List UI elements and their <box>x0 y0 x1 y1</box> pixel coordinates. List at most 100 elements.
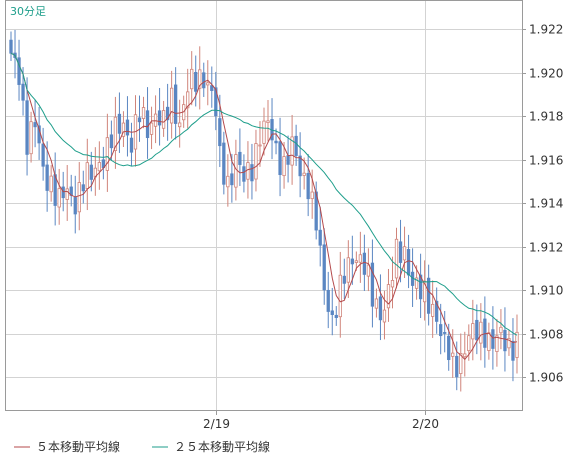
candle-body <box>250 164 254 182</box>
candle-body <box>109 134 114 149</box>
x-tick-label: 2/19 <box>203 417 230 431</box>
candle-body <box>479 321 483 344</box>
candle-body <box>141 107 146 119</box>
candle-body <box>322 244 326 291</box>
candle-body <box>290 136 294 166</box>
candle-body <box>487 332 491 351</box>
candle-body <box>161 110 166 129</box>
candle-body <box>350 258 354 265</box>
candle-body <box>210 85 214 91</box>
y-tick-label: 1.912 <box>529 241 563 255</box>
candle-body <box>382 309 387 323</box>
candle-body <box>230 173 234 186</box>
candle-body <box>57 188 61 208</box>
grid <box>6 1 522 410</box>
candle-body <box>499 326 503 334</box>
candle-body <box>165 106 170 121</box>
candle-body <box>254 143 258 180</box>
candle-body <box>121 122 126 137</box>
candle-body <box>294 135 298 156</box>
candle-body <box>81 184 85 192</box>
candle-body <box>366 264 371 277</box>
candle-body <box>451 352 455 357</box>
candle-body <box>286 155 290 165</box>
candle-body <box>65 188 69 200</box>
candle-body <box>222 142 226 185</box>
candle-body <box>503 329 507 352</box>
candle-body <box>463 353 467 358</box>
candle-body <box>77 182 81 213</box>
candle-body <box>194 72 198 92</box>
candle-body <box>439 324 443 337</box>
y-tick-label: 1.906 <box>529 371 563 385</box>
timeframe-label: 30分足 <box>10 5 46 18</box>
candle-body <box>226 175 230 188</box>
moving-average-lines <box>10 52 518 361</box>
candle-body <box>394 238 399 279</box>
candle-body <box>402 246 407 261</box>
candle-body <box>214 87 218 117</box>
candle-body <box>274 140 278 144</box>
candle-body <box>418 274 423 300</box>
candle-body <box>326 289 330 312</box>
y-tick-label: 1.916 <box>529 154 563 168</box>
candle-body <box>242 166 246 182</box>
legend-area <box>0 430 574 462</box>
candle-body <box>73 197 77 215</box>
candle-body <box>202 72 206 89</box>
candle-body <box>169 87 174 124</box>
candle-body <box>475 319 479 341</box>
candle-body <box>117 113 122 134</box>
candle-body <box>386 284 391 309</box>
candle-body <box>178 122 182 128</box>
candle-body <box>85 162 89 189</box>
ma5-line <box>10 52 518 361</box>
candle-body <box>302 172 306 176</box>
candle-body <box>426 277 431 314</box>
candle-body <box>422 280 427 303</box>
x-tick-label: 2/20 <box>412 417 439 431</box>
y-tick-label: 1.918 <box>529 110 563 124</box>
y-tick-label: 1.914 <box>529 197 563 211</box>
candle-body <box>238 151 242 165</box>
candle-body <box>45 164 49 191</box>
candle-body <box>447 335 451 361</box>
candle-body <box>153 113 158 127</box>
candle-body <box>370 262 375 307</box>
candle-body <box>455 355 459 378</box>
candle-body <box>125 119 130 136</box>
candle-body <box>354 260 358 263</box>
candle-body <box>431 303 435 317</box>
candle-body <box>398 241 403 263</box>
candle-body <box>467 335 471 352</box>
candle-body <box>330 310 334 316</box>
candle-body <box>105 137 110 171</box>
candle-body <box>9 39 13 54</box>
candle-body <box>406 249 411 276</box>
candle-body <box>113 116 118 152</box>
candle-body <box>234 154 238 188</box>
candle-body <box>414 277 419 289</box>
candle-body <box>443 332 447 334</box>
candle-body <box>298 155 302 177</box>
candle-body <box>374 298 379 309</box>
candle-body <box>21 83 25 101</box>
candle-body <box>137 117 142 123</box>
ma25-line <box>10 52 518 336</box>
candle-body <box>278 141 282 176</box>
candle-body <box>262 120 266 144</box>
legend-label-ma25: ２５本移動平均線 <box>174 439 270 454</box>
candle-body <box>515 331 519 358</box>
candle-body <box>206 82 210 86</box>
candle-body <box>346 257 350 283</box>
y-tick-label: 1.922 <box>529 23 563 37</box>
candle-body <box>318 229 322 246</box>
candle-body <box>282 156 286 177</box>
candle-body <box>511 340 515 361</box>
candle-body <box>41 143 45 167</box>
y-axis-ticks: 1.906 1.908 1.910 1.912 1.914 1.916 1.918 1.920… <box>522 23 563 385</box>
candle-body <box>25 100 29 155</box>
